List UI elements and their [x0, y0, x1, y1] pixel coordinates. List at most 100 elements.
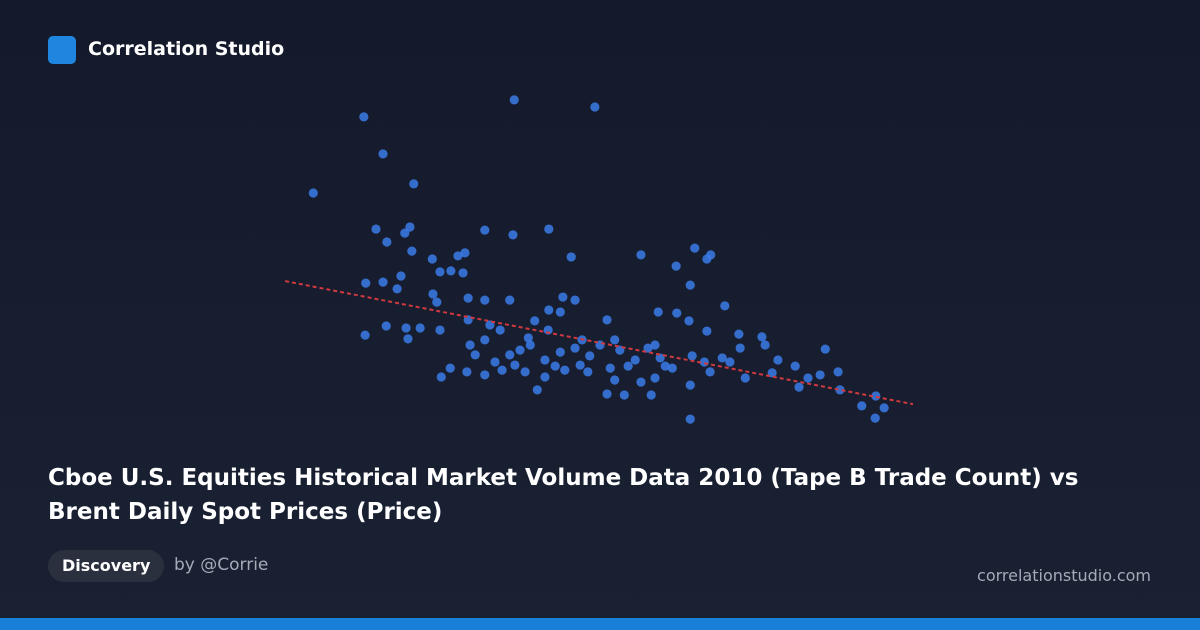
point: [392, 284, 402, 294]
point: [405, 222, 415, 232]
point: [702, 326, 712, 336]
point: [646, 390, 656, 400]
point: [505, 295, 515, 305]
point: [672, 308, 682, 318]
point: [530, 316, 540, 326]
point: [497, 365, 507, 375]
point: [465, 340, 475, 350]
point: [570, 295, 580, 305]
point: [602, 389, 612, 399]
point: [803, 373, 813, 383]
point: [684, 316, 694, 326]
point: [685, 414, 695, 424]
point: [605, 363, 615, 373]
point: [460, 248, 470, 258]
point: [532, 385, 542, 395]
point: [820, 344, 830, 354]
point: [401, 323, 411, 333]
point: [650, 373, 660, 383]
point: [671, 261, 681, 271]
point: [560, 365, 570, 375]
point: [870, 413, 880, 423]
point: [361, 278, 371, 288]
point: [463, 315, 473, 325]
point: [879, 403, 889, 413]
point: [382, 237, 392, 247]
point: [757, 332, 767, 342]
author[interactable]: by @Corrie: [174, 555, 269, 575]
point: [653, 307, 663, 317]
point: [378, 277, 388, 287]
point: [630, 355, 640, 365]
point: [623, 361, 633, 371]
point: [523, 333, 533, 343]
point: [815, 370, 825, 380]
point: [636, 377, 646, 387]
point: [360, 330, 370, 340]
point: [734, 329, 744, 339]
point: [773, 355, 783, 365]
point: [371, 224, 381, 234]
site: correlationstudio.com: [977, 566, 1151, 585]
trend-line: [284, 280, 914, 406]
point: [495, 325, 505, 335]
point: [667, 363, 677, 373]
point: [453, 251, 463, 261]
point: [515, 345, 525, 355]
bottom-bar: [0, 618, 1200, 630]
point: [590, 102, 600, 112]
point: [740, 373, 750, 383]
point: [544, 305, 554, 315]
point: [585, 351, 595, 361]
point: [381, 321, 391, 331]
point: [685, 380, 695, 390]
point: [505, 350, 515, 360]
point: [720, 301, 730, 311]
point: [427, 254, 437, 264]
point: [445, 363, 455, 373]
point: [508, 230, 518, 240]
point: [509, 95, 519, 105]
point: [619, 390, 629, 400]
point: [435, 325, 445, 335]
point: [735, 343, 745, 353]
point: [480, 225, 490, 235]
point: [480, 295, 490, 305]
point: [415, 323, 425, 333]
point: [685, 280, 695, 290]
point: [833, 367, 843, 377]
point: [555, 307, 565, 317]
tag[interactable]: Discovery: [48, 550, 165, 582]
point: [650, 340, 660, 350]
point: [725, 357, 735, 367]
point: [396, 271, 406, 281]
point: [857, 401, 867, 411]
brand: Correlation Studio: [88, 38, 285, 60]
point: [702, 254, 712, 264]
point: [435, 267, 445, 277]
point: [308, 188, 318, 198]
point: [409, 179, 419, 189]
point: [540, 355, 550, 365]
point: [610, 335, 620, 345]
point: [717, 353, 727, 363]
logo: [48, 36, 76, 64]
point: [428, 289, 438, 299]
point: [480, 335, 490, 345]
point: [794, 382, 804, 392]
point: [790, 361, 800, 371]
point: [543, 325, 553, 335]
point: [432, 297, 442, 307]
point: [446, 266, 456, 276]
point: [643, 343, 653, 353]
point: [510, 360, 520, 370]
chart-title: Cboe U.S. Equities Historical Market Vol…: [48, 465, 1079, 525]
point: [705, 367, 715, 377]
point: [378, 149, 388, 159]
point: [550, 361, 560, 371]
point: [583, 367, 593, 377]
point: [566, 252, 576, 262]
point: [690, 243, 700, 253]
